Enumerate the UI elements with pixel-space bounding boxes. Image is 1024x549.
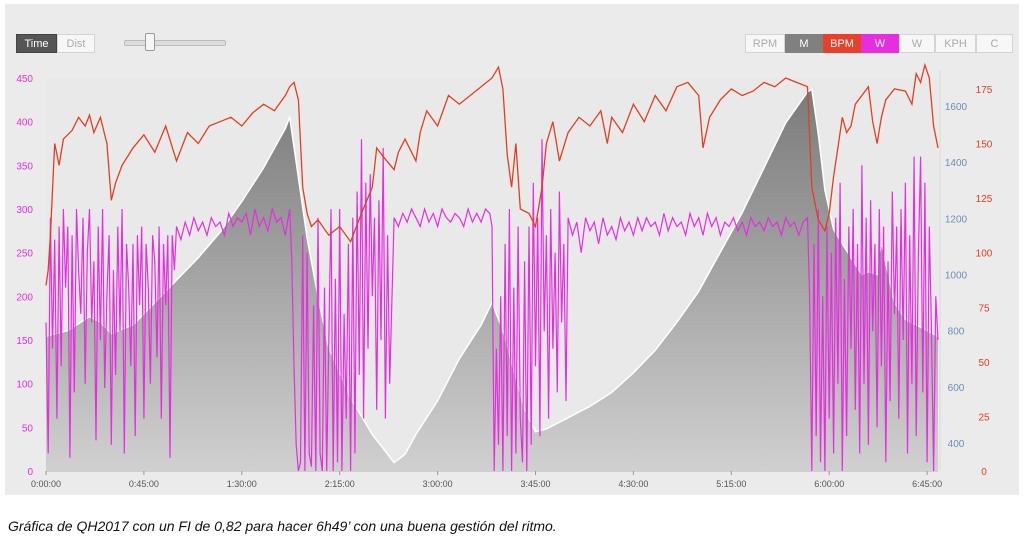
x-tick-label: 3:00:00 <box>423 479 453 489</box>
heart-rate-tick-label: 0 <box>981 467 987 478</box>
altitude-tick-label: 1400 <box>945 158 968 169</box>
x-tick-label: 6:45:00 <box>912 479 942 489</box>
power-tick-label: 50 <box>22 423 34 434</box>
power-tick-label: 450 <box>16 74 33 85</box>
altitude-tick-label: 800 <box>948 327 965 338</box>
ride-chart: 0501001502002503003504004504006008001000… <box>16 62 993 489</box>
x-tick-label: 2:15:00 <box>325 479 355 489</box>
x-tick-label: 3:45:00 <box>520 479 550 489</box>
altitude-tick-label: 1000 <box>945 271 968 282</box>
series-heart-rate-line <box>45 62 939 286</box>
heart-rate-tick-label: 125 <box>976 194 993 205</box>
altitude-tick-label: 400 <box>948 439 965 450</box>
altitude-tick-label: 1200 <box>945 214 968 225</box>
x-tick-label: 0:00:00 <box>31 479 61 489</box>
heart-rate-tick-label: 150 <box>976 140 993 151</box>
figure-caption: Gráfica de QH2017 con un FI de 0,82 para… <box>8 518 557 534</box>
channel-altitude-button[interactable]: M <box>785 34 823 53</box>
series-altitude-line <box>45 87 939 464</box>
channel-power-button[interactable]: W <box>861 34 899 53</box>
power-tick-label: 400 <box>16 118 33 129</box>
power-tick-label: 300 <box>16 205 33 216</box>
channel-speed-button[interactable]: KPH <box>935 34 976 53</box>
zoom-slider-thumb[interactable] <box>145 33 155 51</box>
series-altitude-area <box>46 89 938 471</box>
altitude-tick-label: 1600 <box>945 102 968 113</box>
heart-rate-tick-label: 175 <box>976 85 993 96</box>
x-tick-label: 4:30:00 <box>618 479 648 489</box>
channel-cadence-button[interactable]: C <box>976 34 1013 53</box>
power-tick-label: 350 <box>16 161 33 172</box>
power-tick-label: 250 <box>16 249 33 260</box>
altitude-tick-label: 600 <box>948 383 965 394</box>
distance-mode-button[interactable]: Dist <box>57 34 95 53</box>
heart-rate-tick-label: 100 <box>976 249 993 260</box>
power-tick-label: 150 <box>16 336 33 347</box>
x-tick-label: 6:00:00 <box>814 479 844 489</box>
x-tick-label: 1:30:00 <box>227 479 257 489</box>
channel-heart-rate-button[interactable]: BPM <box>823 34 861 53</box>
x-tick-label: 0:45:00 <box>129 479 159 489</box>
heart-rate-tick-label: 75 <box>978 303 990 314</box>
heart-rate-tick-label: 50 <box>978 358 990 369</box>
x-tick-label: 5:15:00 <box>716 479 746 489</box>
heart-rate-tick-label: 25 <box>978 412 990 423</box>
channel-rpm-button[interactable]: RPM <box>745 34 785 53</box>
series-power-line <box>45 139 939 472</box>
zoom-slider-track[interactable] <box>124 40 226 46</box>
power-tick-label: 0 <box>27 467 33 478</box>
power-tick-label: 100 <box>16 380 33 391</box>
channel-power-alt-button[interactable]: W <box>899 34 935 53</box>
power-tick-label: 200 <box>16 292 33 303</box>
time-mode-button[interactable]: Time <box>16 34 57 53</box>
